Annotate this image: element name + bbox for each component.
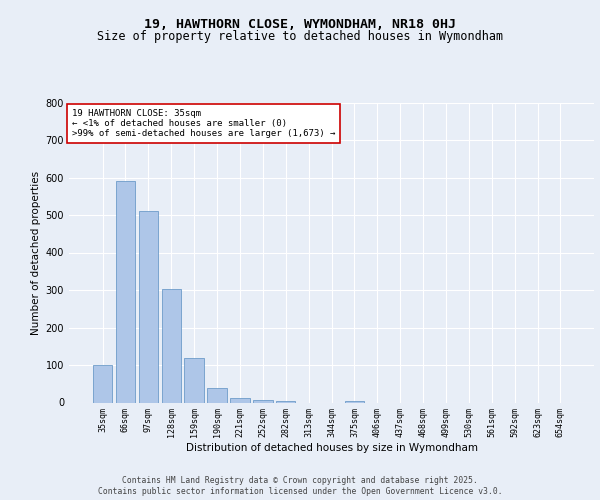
Bar <box>208 388 227 402</box>
Bar <box>93 364 112 403</box>
Text: 19 HAWTHORN CLOSE: 35sqm
← <1% of detached houses are smaller (0)
>99% of semi-d: 19 HAWTHORN CLOSE: 35sqm ← <1% of detach… <box>71 108 335 138</box>
Text: Size of property relative to detached houses in Wymondham: Size of property relative to detached ho… <box>97 30 503 43</box>
Text: 19, HAWTHORN CLOSE, WYMONDHAM, NR18 0HJ: 19, HAWTHORN CLOSE, WYMONDHAM, NR18 0HJ <box>144 18 456 30</box>
Text: Contains public sector information licensed under the Open Government Licence v3: Contains public sector information licen… <box>98 487 502 496</box>
Bar <box>253 400 272 402</box>
Bar <box>276 401 295 402</box>
Bar <box>344 400 364 402</box>
Bar <box>161 289 181 403</box>
Text: Contains HM Land Registry data © Crown copyright and database right 2025.: Contains HM Land Registry data © Crown c… <box>122 476 478 485</box>
Y-axis label: Number of detached properties: Number of detached properties <box>31 170 41 334</box>
X-axis label: Distribution of detached houses by size in Wymondham: Distribution of detached houses by size … <box>185 443 478 453</box>
Bar <box>184 358 204 403</box>
Bar <box>116 181 135 402</box>
Bar <box>230 398 250 402</box>
Bar <box>139 211 158 402</box>
